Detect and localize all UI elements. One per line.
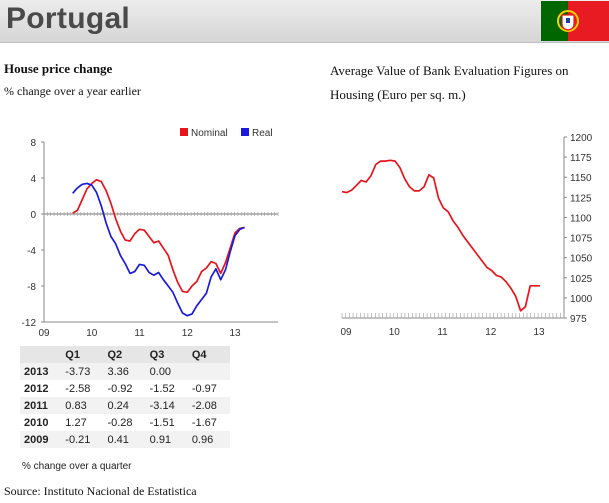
table-cell: 0.91 [145, 431, 188, 448]
legend-swatch-nominal [180, 128, 188, 136]
row-year: 2010 [20, 414, 62, 431]
table-cell: -2.08 [187, 397, 230, 414]
legend-label-real: Real [252, 128, 273, 139]
y-tick-label: 1125 [570, 193, 592, 204]
y-tick-label: 1175 [570, 153, 592, 164]
table-row: 2012 -2.58 -0.92 -1.52 -0.97 [20, 380, 230, 397]
table-cell: -3.14 [145, 397, 188, 414]
legend-label-nominal: Nominal [191, 128, 228, 139]
bank-evaluation-chart: 1200 1175 1150 1125 1100 1075 1050 1025 1000 975 0… [340, 133, 593, 338]
y-tick-label: 1025 [570, 274, 593, 285]
table-cell: -3.73 [61, 363, 104, 380]
y-tick-label: -4 [27, 246, 36, 257]
table-row: 2010 1.27 -0.28 -1.51 -1.67 [20, 414, 230, 431]
x-tick-label: 09 [340, 327, 352, 338]
table-cell: 0.41 [103, 431, 146, 448]
table-cell: -0.21 [61, 431, 104, 448]
x-tick-label: 10 [389, 327, 401, 338]
right-chart-title: Average Value of Bank Evaluation Figures… [330, 63, 569, 102]
table-cell: -0.92 [103, 380, 146, 397]
page-header: Portugal [0, 0, 609, 43]
y-tick-label: 0 [30, 210, 36, 221]
y-tick-label: 1000 [570, 294, 593, 305]
table-cell: 0.83 [61, 397, 104, 414]
table-cell [187, 363, 230, 380]
table-header-q2: Q2 [103, 346, 146, 363]
table-row: 2013 -3.73 3.36 0.00 [20, 363, 230, 380]
table-cell: -0.28 [103, 414, 146, 431]
table-header-q1: Q1 [61, 346, 104, 363]
series-line-bank-evaluation [341, 159, 540, 312]
table-cell: -1.67 [187, 414, 230, 431]
table-row: 2009 -0.21 0.41 0.91 0.96 [20, 431, 230, 448]
table-cell: 0.96 [187, 431, 230, 448]
row-year: 2009 [20, 431, 62, 448]
table-row: 2011 0.83 0.24 -3.14 -2.08 [20, 397, 230, 414]
y-tick-label: 1150 [570, 173, 592, 184]
table-cell: -1.52 [145, 380, 188, 397]
table-cell: -1.51 [145, 414, 188, 431]
x-tick-label: 12 [485, 327, 497, 338]
table-header-row: Q1 Q2 Q3 Q4 [20, 346, 230, 363]
legend-swatch-real [241, 128, 249, 136]
row-year: 2012 [20, 380, 62, 397]
table-cell: -2.58 [61, 380, 104, 397]
x-tick-label: 13 [533, 327, 545, 338]
table-cell: 0.00 [145, 363, 188, 380]
row-year: 2013 [20, 363, 62, 380]
y-tick-label: 8 [30, 138, 36, 149]
y-tick-label: -8 [27, 282, 36, 293]
table-header-q4: Q4 [187, 346, 230, 363]
country-title: Portugal [6, 2, 131, 35]
y-tick-label: 1050 [570, 254, 593, 265]
x-tick-label: 11 [437, 327, 448, 338]
quarterly-change-table: Q1 Q2 Q3 Q4 2013 -3.73 3.36 0.00 2012 -2… [20, 346, 230, 448]
table-header-q3: Q3 [145, 346, 188, 363]
y-tick-label: 1075 [570, 234, 593, 245]
left-chart-title: House price change [4, 61, 113, 76]
y-tick-label: 975 [570, 314, 587, 325]
y-tick-label: 4 [30, 174, 36, 185]
y-tick-label: 1100 [570, 213, 592, 224]
table-cell: 1.27 [61, 414, 104, 431]
portugal-flag-icon [541, 1, 609, 41]
table-cell: 0.24 [103, 397, 146, 414]
left-chart-subtitle: % change over a year earlier [4, 84, 141, 98]
series-line-nominal [72, 178, 245, 294]
x-tick-label: 13 [229, 328, 241, 339]
row-year: 2011 [20, 397, 62, 414]
x-tick-label: 09 [38, 328, 50, 339]
x-tick-label: 10 [86, 328, 98, 339]
y-tick-label: 1200 [570, 133, 593, 144]
table-note: % change over a quarter [22, 461, 132, 472]
x-tick-label: 12 [182, 328, 194, 339]
x-tick-label: 11 [134, 328, 145, 339]
source-note: Source: Instituto Nacional de Estatistic… [4, 484, 197, 498]
y-tick-label: -12 [22, 318, 37, 329]
table-cell: 3.36 [103, 363, 146, 380]
series-line-real [72, 182, 245, 317]
table-cell: -0.97 [187, 380, 230, 397]
table-header-year [20, 346, 62, 363]
